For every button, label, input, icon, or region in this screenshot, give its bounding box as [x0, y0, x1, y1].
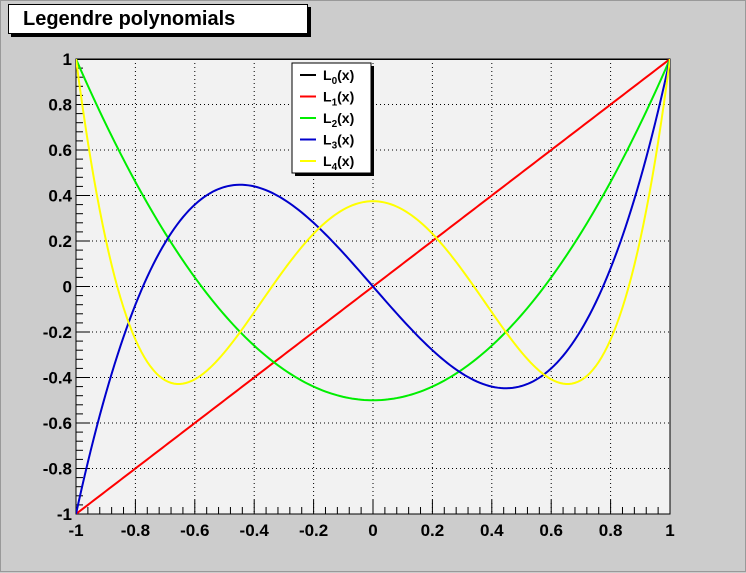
legend: L0(x)L1(x)L2(x)L3(x)L4(x) [291, 62, 374, 176]
y-tick-label: -0.6 [43, 414, 72, 433]
legend-label: L4(x) [323, 153, 354, 173]
x-tick-label: -1 [68, 521, 83, 540]
y-tick-label: 0.6 [48, 141, 72, 160]
x-tick-label: 0 [368, 521, 377, 540]
y-tick-label: 0.4 [48, 187, 72, 206]
y-tick-label: -0.2 [43, 323, 72, 342]
x-tick-label: -0.2 [299, 521, 328, 540]
y-tick-label: 1 [63, 50, 72, 69]
legend-label: L1(x) [323, 89, 354, 109]
x-tick-label: 0.8 [599, 521, 623, 540]
legend-label: L0(x) [323, 67, 354, 87]
series-line-3 [76, 59, 670, 514]
y-tick-label: -0.4 [43, 369, 73, 388]
y-tick-label: 0 [63, 278, 72, 297]
x-tick-label: 0.6 [539, 521, 563, 540]
legend-label: L3(x) [323, 132, 354, 152]
x-tick-label: -0.4 [240, 521, 270, 540]
x-tick-label: -0.6 [180, 521, 209, 540]
series-line-4 [76, 59, 670, 385]
x-tick-label: 0.4 [480, 521, 504, 540]
y-tick-label: 0.2 [48, 232, 72, 251]
legend-label: L2(x) [323, 110, 354, 130]
x-axis: -1 -0.8 -0.6 -0.4 -0.2 0 0.2 0.4 0.6 0.8 1 [68, 500, 675, 540]
y-tick-label: -1 [57, 505, 72, 524]
y-tick-label: 0.8 [48, 96, 72, 115]
y-tick-label: -0.8 [43, 460, 72, 479]
chart-title: Legendre polynomials [8, 4, 308, 34]
series-line-2 [76, 59, 670, 402]
x-tick-label: 1 [665, 521, 674, 540]
x-tick-label: 0.2 [421, 521, 445, 540]
y-axis: -1 -0.8 -0.6 -0.4 -0.2 0 0.2 0.4 0.6 0.8 1 [43, 50, 90, 524]
x-tick-label: -0.8 [121, 521, 150, 540]
